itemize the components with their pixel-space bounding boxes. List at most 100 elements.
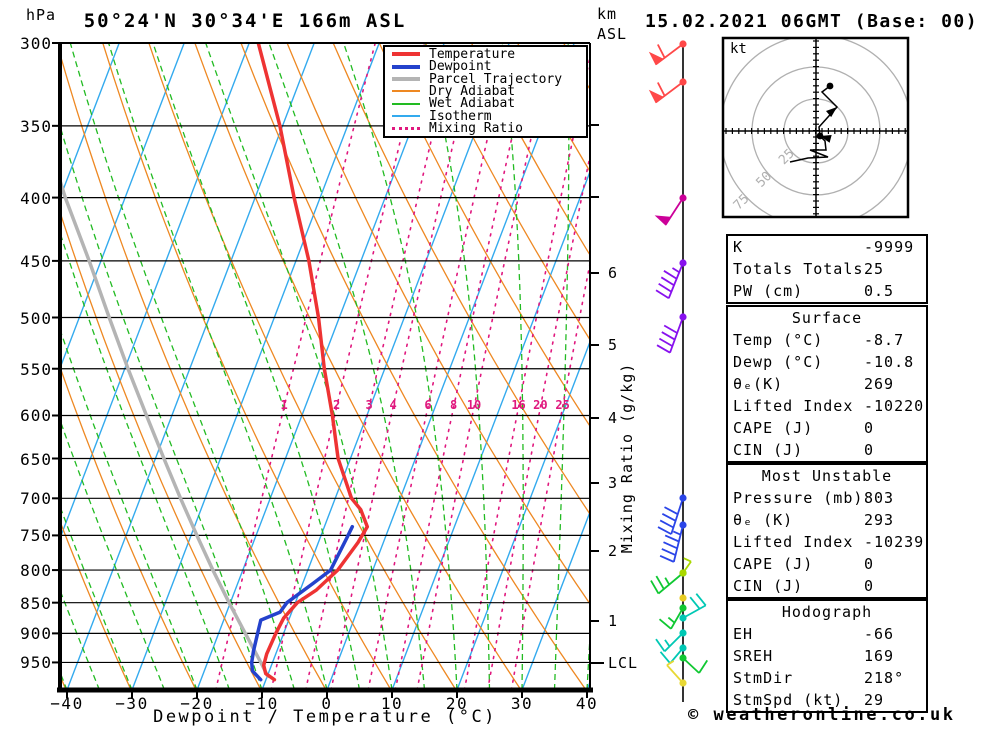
wet-adiabat-line — [60, 418, 166, 690]
pressure-tick-label: 900 — [20, 624, 52, 644]
km-tick-label: 1 — [608, 612, 619, 630]
table-row-label: CAPE (J) — [733, 555, 814, 573]
pressure-tick-label: 400 — [20, 188, 52, 208]
table-row: SREH 169 — [728, 645, 926, 667]
table-row-value: 803 — [864, 489, 895, 507]
pressure-axis-unit: hPa — [26, 6, 57, 24]
lcl-label: LCL — [608, 654, 639, 672]
isotherm-line — [326, 43, 575, 690]
mixing-ratio-line — [270, 43, 425, 690]
table-row-label: Lifted Index — [733, 397, 854, 415]
page-title: 50°24'N 30°34'E 166m ASL — [83, 10, 407, 32]
temp-tick-label: 40 — [575, 694, 599, 713]
wind-barb — [659, 521, 687, 563]
table-row-value: -10220 — [864, 397, 925, 415]
wind-barb — [679, 654, 709, 674]
table-header: Most Unstable — [761, 467, 893, 485]
legend-line-sample — [392, 115, 420, 118]
mixing-ratio-value-label: 25 — [555, 398, 570, 412]
wet-adiabat-line — [60, 588, 101, 690]
wind-barb — [648, 78, 687, 104]
table-row: θₑ (K) 293 — [728, 509, 926, 531]
table-row: CIN (J) 0 — [728, 439, 926, 461]
km-axis-unit-line1: km — [597, 5, 618, 23]
table-row: Temp (°C) -8.7 — [728, 329, 926, 351]
datetime-label: 15.02.2021 06GMT (Base: 00) — [645, 11, 979, 32]
pressure-tick-label: 300 — [20, 34, 52, 53]
table-row: Dewp (°C) -10.8 — [728, 351, 926, 373]
km-tick-label: 6 — [608, 264, 619, 282]
pressure-tick-label: 350 — [20, 116, 52, 136]
table-row-value: 169 — [864, 647, 895, 665]
wind-barb — [679, 593, 707, 622]
legend-label: Mixing Ratio — [429, 121, 523, 137]
mixing-ratio-axis-label: Mixing Ratio (g/kg) — [618, 362, 636, 554]
table-row-label: CAPE (J) — [733, 419, 814, 437]
mixing-ratio-line — [486, 151, 590, 690]
temp-tick-label: 0 — [321, 694, 333, 713]
mixing-ratio-value-label: 16 — [511, 398, 526, 412]
wet-adiabat-line — [342, 43, 458, 690]
isotherm-line — [456, 339, 590, 690]
wind-barb — [679, 594, 687, 602]
wind-barb — [655, 629, 687, 653]
wet-adiabat-line — [268, 43, 426, 690]
table-row: Totals Totals 25 — [728, 258, 926, 280]
pressure-tick-label: 750 — [20, 526, 52, 546]
temp-tick-label: −40 — [50, 694, 84, 713]
dewpoint-curve — [249, 524, 355, 682]
temp-tick-label: −10 — [245, 694, 279, 713]
info-table-surface: Surface Temp (°C) -8.7 Dewp (°C) -10.8 θₑ(K) 2… — [726, 305, 928, 463]
table-row-value: 0 — [864, 419, 875, 437]
legend-label: Parcel Trajectory — [429, 71, 563, 87]
isotherm-line — [60, 43, 120, 200]
legend-row: Temperature — [385, 46, 586, 62]
dry-adiabat-line — [240, 43, 587, 690]
pressure-tick-label: 850 — [20, 593, 52, 613]
table-header: Hodograph — [781, 603, 873, 621]
table-row-value: -10239 — [864, 533, 925, 551]
isotherm-line — [521, 510, 590, 690]
info-table-indices: K -9999 Totals Totals 25 PW (cm) 0.5 — [726, 234, 928, 304]
table-row: CIN (J) 0 — [728, 575, 926, 597]
wet-adiabat-line — [60, 327, 198, 690]
temp-tick-label: 10 — [380, 694, 404, 713]
mixing-ratio-value-label: 10 — [466, 398, 482, 412]
legend-row: Isotherm — [385, 108, 586, 124]
km-axis-unit: km ASL — [597, 4, 627, 44]
temp-tick-label: 20 — [445, 694, 469, 713]
pressure-tick-label: 600 — [20, 406, 52, 426]
wet-adiabat-line — [0, 43, 2, 690]
dry-adiabat-line — [60, 519, 132, 690]
hodograph-unit-label: kt — [730, 41, 747, 57]
table-row-value: 0 — [864, 441, 875, 459]
legend-line-sample — [392, 52, 420, 57]
legend-label: Isotherm — [429, 108, 492, 124]
table-row-label: θₑ (K) — [733, 511, 794, 529]
table-row-value: -66 — [864, 625, 895, 643]
wind-barb — [657, 494, 687, 535]
mixing-ratio-line — [463, 53, 590, 690]
km-tick-label: 3 — [608, 474, 619, 492]
legend-label: Temperature — [429, 46, 516, 62]
mixing-ratio-line — [304, 43, 456, 690]
legend-row: Dry Adiabat — [385, 84, 586, 99]
wet-adiabat-line — [152, 43, 361, 690]
isotherm-line — [66, 43, 315, 690]
pressure-tick-label: 500 — [20, 308, 52, 328]
mixing-ratio-value-label: 3 — [365, 398, 373, 412]
table-row-label: Lifted Index — [733, 533, 854, 551]
table-row-value: 218° — [864, 669, 905, 687]
km-axis-unit-line2: ASL — [597, 25, 628, 43]
table-row-label: EH — [733, 625, 754, 643]
legend-row: Wet Adiabat — [385, 96, 586, 111]
pressure-tick-label: 650 — [20, 449, 52, 469]
table-row-label: PW (cm) — [733, 282, 804, 300]
pressure-tick-label: 700 — [20, 489, 52, 509]
temperature-curve — [256, 43, 370, 682]
table-row-value: 0 — [864, 577, 875, 595]
wind-barb-column — [648, 40, 709, 702]
pressure-tick-label: 550 — [20, 359, 52, 379]
